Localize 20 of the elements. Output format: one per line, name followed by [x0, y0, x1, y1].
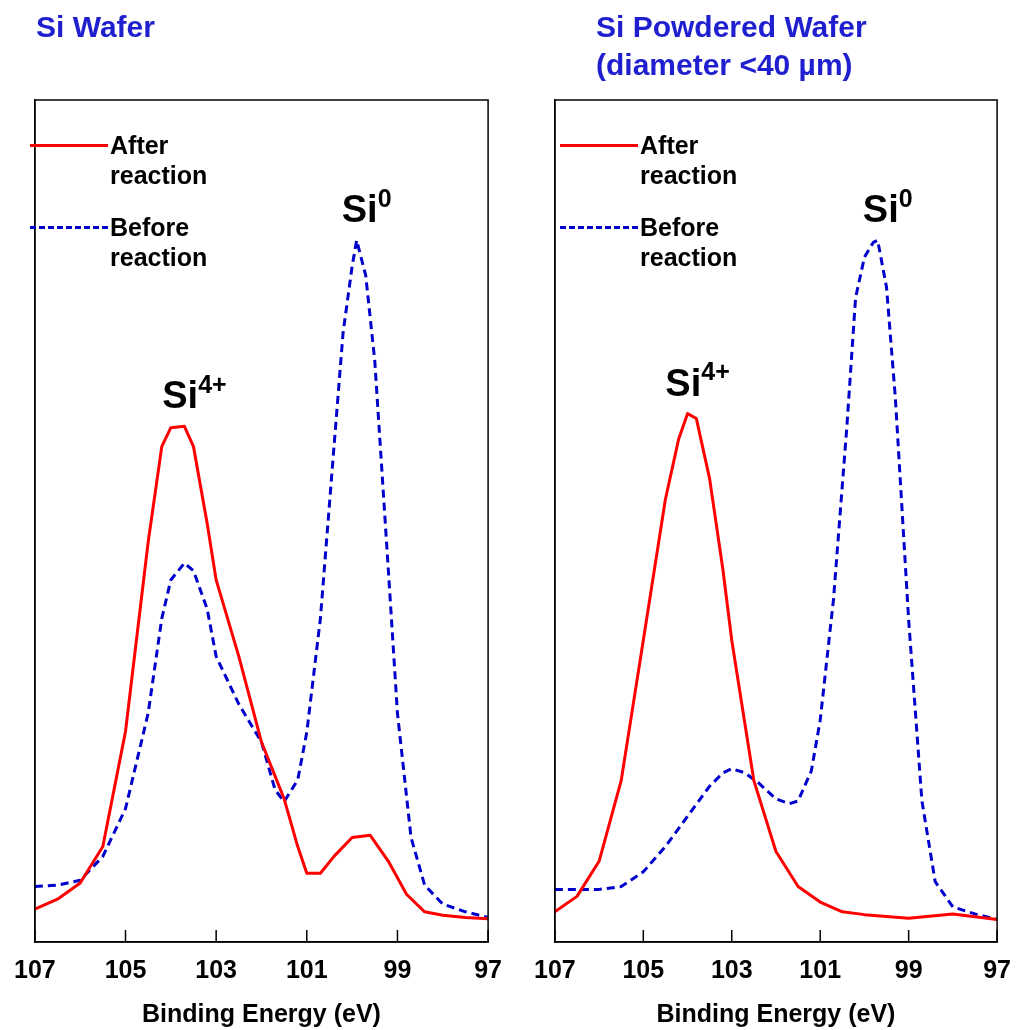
x-axis-title: Binding Energy (eV) [142, 998, 381, 1027]
legend-label: After reaction [640, 130, 739, 190]
x-tick-label: 103 [195, 954, 238, 983]
x-tick-label: 107 [534, 954, 576, 983]
x-tick-label: 97 [983, 954, 1011, 983]
legend-label: Before reaction [110, 212, 209, 272]
x-tick-label: 105 [104, 954, 147, 983]
x-tick-label: 99 [894, 954, 923, 983]
x-tick-label: 99 [383, 954, 412, 983]
x-axis-title: Binding Energy (eV) [656, 998, 896, 1027]
legend-label: Before reaction [640, 212, 739, 272]
x-tick-label: 101 [285, 954, 328, 983]
x-tick-label: 105 [622, 954, 665, 983]
chart-title: Si Powdered Wafer (diameter <40 µm) [596, 9, 868, 83]
x-tick-label: 103 [710, 954, 753, 983]
x-tick-label: 101 [799, 954, 842, 983]
legend-label: After reaction [110, 130, 209, 190]
x-tick-label: 97 [474, 954, 502, 983]
x-tick-label: 107 [14, 954, 56, 983]
chart-title: Si Wafer [36, 9, 156, 45]
